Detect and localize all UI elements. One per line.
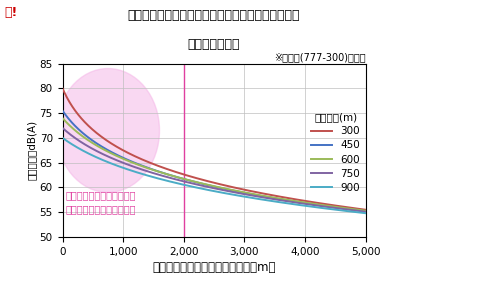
750 bbox=[267, 197, 273, 200]
450 bbox=[90, 140, 96, 143]
750 bbox=[362, 210, 368, 214]
750 bbox=[295, 201, 301, 205]
300 bbox=[295, 198, 301, 202]
750 bbox=[182, 180, 188, 184]
Line: 750: 750 bbox=[62, 128, 365, 212]
Text: ※大型機(777-300)の場合: ※大型機(777-300)の場合 bbox=[274, 52, 365, 62]
600 bbox=[90, 142, 96, 145]
Text: 飛行ルート直下からの水平距離と騒音レベルの関係: 飛行ルート直下からの水平距離と騒音レベルの関係 bbox=[128, 9, 300, 22]
300 bbox=[192, 176, 198, 180]
Text: マ!: マ! bbox=[5, 6, 18, 19]
600 bbox=[362, 209, 368, 212]
Text: （飛行高度別）: （飛行高度別） bbox=[187, 38, 240, 51]
X-axis label: 飛行ルート直下からの水平距離（m）: 飛行ルート直下からの水平距離（m） bbox=[152, 261, 275, 274]
Line: 300: 300 bbox=[62, 88, 365, 210]
900 bbox=[295, 203, 301, 207]
600 bbox=[301, 201, 307, 204]
750 bbox=[60, 126, 65, 130]
450 bbox=[182, 178, 188, 181]
600 bbox=[295, 200, 301, 203]
900 bbox=[90, 154, 96, 158]
300 bbox=[90, 129, 96, 132]
900 bbox=[362, 212, 368, 215]
450 bbox=[295, 200, 301, 204]
900 bbox=[301, 204, 307, 208]
Ellipse shape bbox=[56, 68, 159, 192]
900 bbox=[182, 183, 188, 187]
300 bbox=[267, 193, 273, 197]
300 bbox=[60, 87, 65, 90]
750 bbox=[192, 183, 198, 186]
Legend: 300, 450, 600, 750, 900: 300, 450, 600, 750, 900 bbox=[311, 112, 360, 193]
300 bbox=[182, 173, 188, 177]
Line: 600: 600 bbox=[62, 118, 365, 211]
Y-axis label: 騒音レベルdB(A): 騒音レベルdB(A) bbox=[27, 120, 36, 180]
450 bbox=[267, 196, 273, 199]
900 bbox=[60, 136, 65, 140]
450 bbox=[301, 201, 307, 205]
600 bbox=[60, 116, 65, 120]
450 bbox=[192, 180, 198, 184]
300 bbox=[301, 199, 307, 203]
750 bbox=[301, 202, 307, 205]
300 bbox=[362, 208, 368, 212]
450 bbox=[362, 210, 368, 213]
Line: 450: 450 bbox=[62, 111, 365, 211]
900 bbox=[192, 186, 198, 189]
750 bbox=[90, 148, 96, 151]
900 bbox=[267, 199, 273, 203]
Text: 飛行高度の違いによる騒音
レベルの値の違いが大きい: 飛行高度の違いによる騒音 レベルの値の違いが大きい bbox=[65, 190, 136, 214]
600 bbox=[192, 180, 198, 184]
450 bbox=[60, 109, 65, 112]
600 bbox=[182, 177, 188, 181]
Line: 900: 900 bbox=[62, 138, 365, 213]
600 bbox=[267, 195, 273, 199]
